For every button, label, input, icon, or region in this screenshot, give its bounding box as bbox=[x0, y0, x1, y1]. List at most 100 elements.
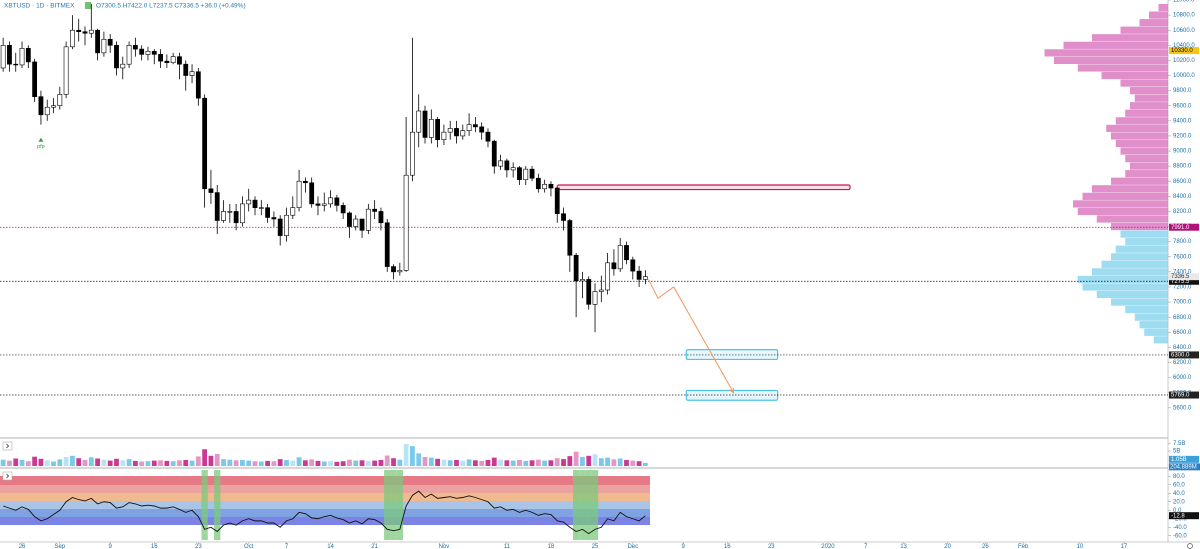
candle-body bbox=[321, 203, 327, 206]
oscillator-line bbox=[3, 490, 646, 535]
y-tick-label: 10800.0 bbox=[1173, 13, 1195, 19]
oscillator-bands bbox=[0, 476, 650, 525]
volume-profile-bar bbox=[1111, 177, 1168, 185]
x-tick-label: 18 bbox=[548, 544, 555, 549]
x-tick-label: 10 bbox=[1077, 544, 1084, 549]
x-tick-label: 26 bbox=[982, 544, 989, 549]
volume-profile-bar bbox=[1096, 215, 1168, 223]
volume-bar bbox=[636, 461, 642, 466]
y-tick-label: 9200.0 bbox=[1173, 134, 1192, 140]
y-tick-label: 8400.0 bbox=[1173, 194, 1192, 200]
volume-bar bbox=[340, 461, 346, 466]
x-tick-label: 13 bbox=[900, 544, 907, 549]
candle-body bbox=[328, 197, 333, 205]
volume-bar bbox=[605, 457, 611, 466]
candle-body bbox=[233, 211, 239, 224]
volume-bar bbox=[189, 460, 195, 466]
volume-bar bbox=[240, 460, 245, 466]
candle-body bbox=[384, 222, 390, 267]
candle-body bbox=[428, 119, 434, 138]
volume-bar bbox=[76, 458, 82, 466]
volume-bar bbox=[145, 461, 151, 466]
volume-profile-bar bbox=[1111, 132, 1168, 140]
volume-bar bbox=[454, 460, 459, 466]
collapse-button[interactable] bbox=[2, 441, 13, 451]
candle-body bbox=[498, 160, 503, 167]
candle-body bbox=[57, 94, 63, 107]
volume-profile-bar bbox=[1101, 71, 1168, 80]
volume-bar bbox=[227, 459, 233, 466]
candle-body bbox=[290, 207, 296, 216]
volume-bar bbox=[567, 456, 573, 466]
volume-bar bbox=[70, 455, 75, 466]
volume-profile-bar bbox=[1125, 170, 1168, 178]
x-tick-label: 9 bbox=[109, 544, 113, 549]
volume-bar bbox=[183, 460, 189, 466]
volume-bar bbox=[548, 460, 554, 466]
candle-body bbox=[586, 279, 592, 305]
candle-body bbox=[479, 126, 485, 133]
volume-bar bbox=[114, 458, 119, 466]
candle-body bbox=[284, 214, 289, 236]
volume-bar bbox=[384, 455, 390, 466]
volume-bar bbox=[82, 460, 88, 466]
volume-profile-bar bbox=[1130, 87, 1168, 95]
candle-body bbox=[95, 29, 100, 54]
x-tick-label: 17 bbox=[1121, 544, 1128, 549]
candle-body bbox=[126, 45, 132, 65]
volume-bar bbox=[422, 457, 428, 466]
volume-bar bbox=[410, 446, 415, 466]
candle-body bbox=[517, 167, 522, 181]
volume-profile-bar bbox=[1077, 207, 1168, 216]
volume-profile-bar bbox=[1134, 94, 1168, 102]
chevron-icon bbox=[6, 443, 10, 449]
candle-body bbox=[139, 48, 145, 55]
y-tick-label: 8600.0 bbox=[1173, 179, 1192, 185]
volume-profile-bar bbox=[1120, 147, 1168, 155]
last-price-bg bbox=[1169, 273, 1199, 281]
price-label: 5769.0 bbox=[1171, 393, 1190, 399]
candle-body bbox=[611, 262, 617, 270]
y-tick-label: 9000.0 bbox=[1173, 149, 1192, 155]
candle-body bbox=[592, 291, 598, 305]
volume-profile-bar bbox=[1092, 185, 1168, 193]
collapse-button[interactable] bbox=[2, 471, 13, 481]
volume-bar bbox=[214, 454, 220, 466]
oscillator-tick-label: -60.0 bbox=[1173, 533, 1187, 539]
volume-bar bbox=[441, 459, 447, 466]
candle-body bbox=[70, 29, 75, 48]
candle-body bbox=[252, 199, 258, 208]
candle-body bbox=[340, 205, 346, 214]
volume-bar bbox=[447, 460, 453, 466]
volume-bar bbox=[158, 460, 163, 466]
volume-profile-bar bbox=[1063, 41, 1168, 49]
volume-bar bbox=[504, 460, 510, 466]
candle-body bbox=[107, 38, 113, 46]
volume-profile-bar bbox=[1115, 245, 1168, 253]
price-label-bg bbox=[1169, 391, 1199, 399]
oversold-highlight bbox=[396, 470, 403, 540]
volume-profile-bar bbox=[1144, 328, 1168, 336]
x-tick-label: 14 bbox=[327, 544, 334, 549]
volume-bar bbox=[164, 460, 170, 466]
candle-body bbox=[523, 168, 529, 181]
candle-body bbox=[88, 29, 94, 34]
projection-path bbox=[648, 279, 734, 393]
candle-body bbox=[214, 192, 220, 221]
y-tick-label: 10200.0 bbox=[1173, 58, 1195, 64]
volume-label-bg bbox=[1169, 455, 1199, 463]
oscillator-tick-label: 80.0 bbox=[1173, 474, 1185, 480]
volume-ma-bg bbox=[1169, 463, 1200, 471]
volume-profile-bar bbox=[1115, 139, 1168, 148]
volume-bar bbox=[284, 460, 289, 466]
volume-profile-bar bbox=[1149, 11, 1168, 19]
volume-profile-bar bbox=[1125, 109, 1168, 117]
candle-body bbox=[277, 218, 283, 236]
volume-bar bbox=[13, 458, 19, 466]
candle-body bbox=[580, 279, 585, 282]
candle-body bbox=[535, 177, 541, 190]
candle-body bbox=[605, 262, 611, 291]
oscillator-tick-label: 0.0 bbox=[1173, 508, 1182, 514]
volume-bar bbox=[378, 460, 384, 466]
candle-body bbox=[151, 51, 157, 55]
